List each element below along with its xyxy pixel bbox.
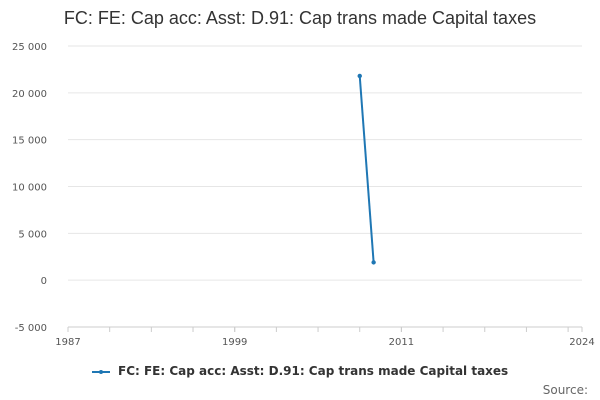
series-line [358, 75, 375, 263]
chart-title: FC: FE: Cap acc: Asst: D.91: Cap trans m… [63, 8, 537, 28]
y-tick-label: 0 [41, 276, 47, 287]
y-tick-label: 20 000 [12, 89, 47, 100]
series-layer [357, 73, 376, 265]
x-tick-label: 1987 [55, 337, 80, 348]
source-label: Source: [542, 383, 588, 397]
y-tick-label: 5 000 [18, 229, 47, 240]
data-point [371, 260, 376, 265]
y-tick-label: 15 000 [12, 136, 47, 147]
legend-swatch [91, 367, 110, 377]
x-tick-label: 2011 [389, 337, 414, 348]
x-tick-label: 1999 [222, 337, 247, 348]
y-axis: -5 000 0 5 000 10 000 15 000 20 000 25 000 [12, 42, 47, 334]
y-tick-label: -5 000 [15, 323, 47, 334]
legend[interactable]: FC: FE: Cap acc: Asst: D.91: Cap trans m… [0, 364, 600, 378]
legend-label: FC: FE: Cap acc: Asst: D.91: Cap trans m… [118, 364, 509, 378]
x-tick-label: 2024 [569, 337, 594, 348]
data-point [357, 73, 362, 79]
grid-lines [68, 45, 582, 281]
y-tick-label: 10 000 [12, 183, 47, 194]
x-axis: 1987 1999 2011 2024 [55, 326, 595, 348]
y-tick-label: 25 000 [12, 42, 47, 53]
